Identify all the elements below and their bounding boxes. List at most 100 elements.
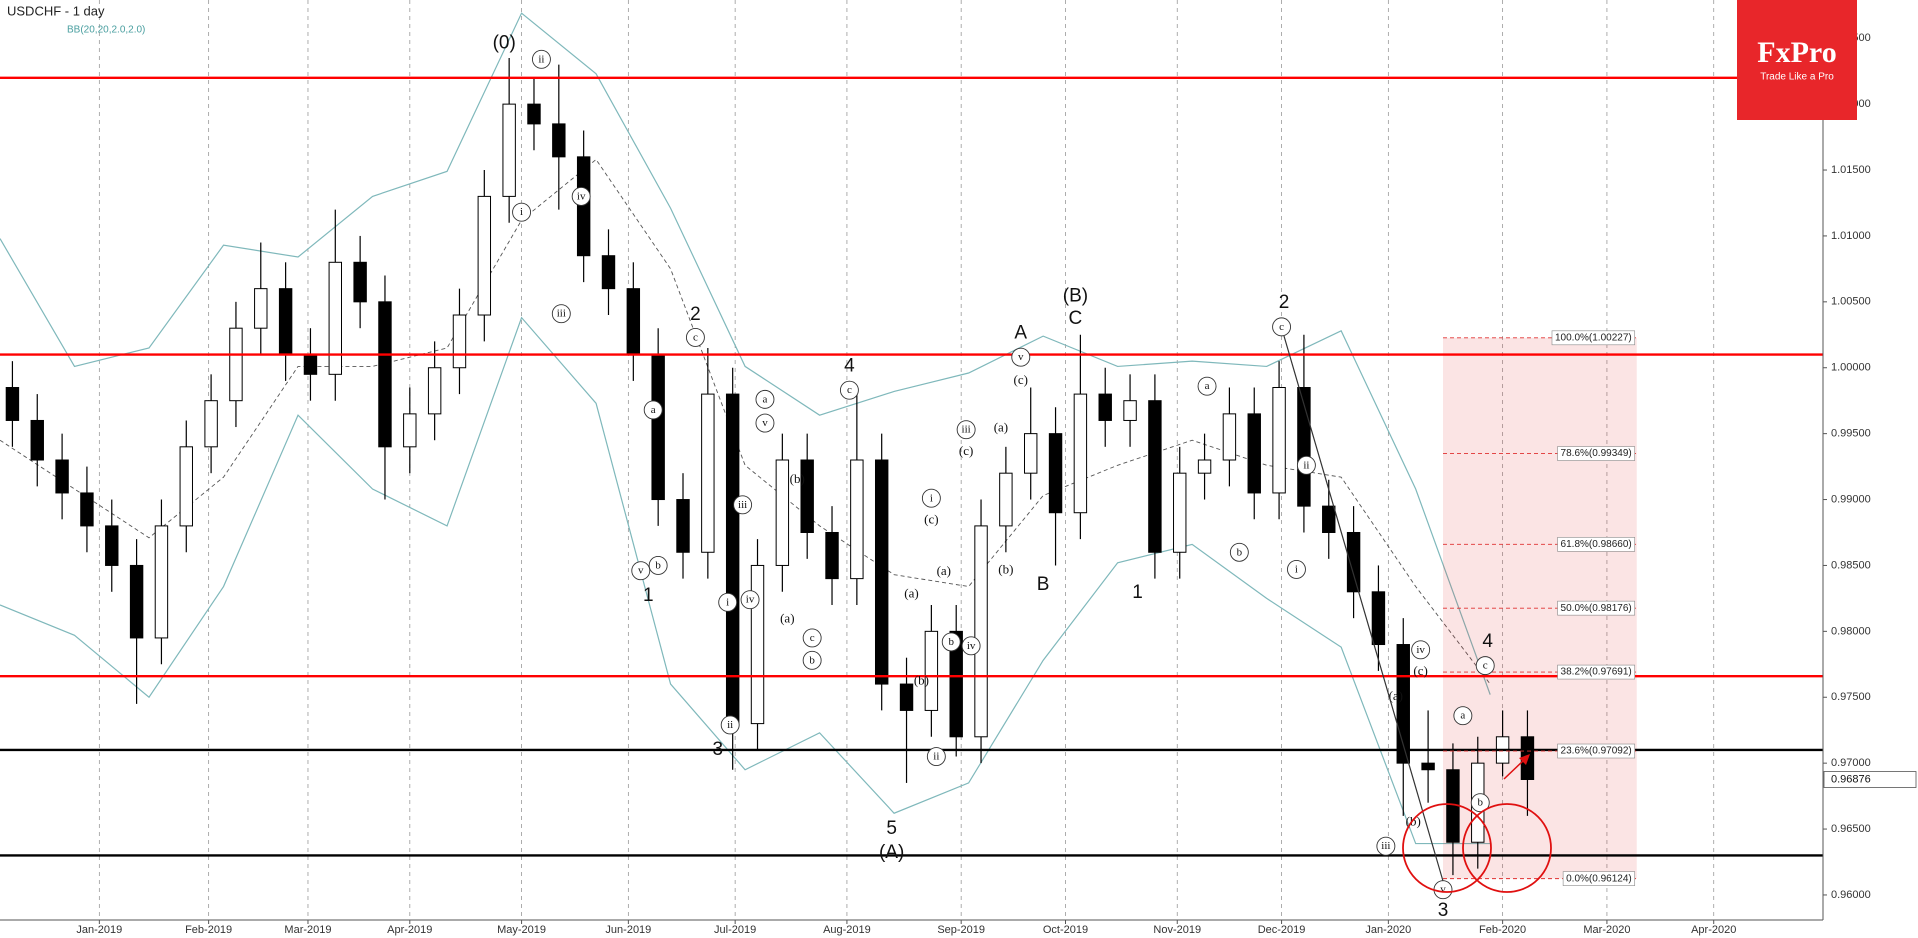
logo-tagline: Trade Like a Pro bbox=[1760, 72, 1834, 83]
fib-label-box bbox=[1557, 664, 1636, 680]
y-tick-label: 1.01500 bbox=[1831, 164, 1871, 176]
x-tick-label: Mar-2020 bbox=[1583, 924, 1630, 936]
wave-circle bbox=[643, 400, 663, 420]
candle-body bbox=[278, 288, 293, 356]
wave-label: iii bbox=[557, 308, 566, 320]
wave-label: i bbox=[726, 596, 729, 608]
wave-circle bbox=[802, 650, 822, 670]
wave-label: 2 bbox=[690, 304, 701, 325]
wave-label: C bbox=[1069, 308, 1083, 329]
wave-label: b bbox=[655, 559, 661, 571]
wave-label: 1 bbox=[1132, 582, 1143, 603]
wave-label: iii bbox=[962, 424, 971, 436]
wave-circle bbox=[921, 488, 941, 508]
wave-label: (a) bbox=[937, 563, 951, 578]
candle-body bbox=[626, 288, 641, 356]
candle-body bbox=[5, 387, 20, 421]
candle-body bbox=[502, 103, 516, 197]
candle-body bbox=[601, 255, 616, 290]
wave-circle bbox=[1453, 706, 1473, 726]
wave-circle bbox=[718, 592, 738, 612]
x-tick-label: Feb-2019 bbox=[185, 924, 232, 936]
band-lower bbox=[0, 316, 1491, 845]
wave-label: (a) bbox=[1389, 688, 1403, 703]
wave-circle bbox=[631, 561, 651, 581]
wave-label: c bbox=[1483, 660, 1488, 672]
x-tick-label: Apr-2019 bbox=[387, 924, 432, 936]
fib-label: 78.6%(0.99349) bbox=[1561, 448, 1632, 459]
candle-body bbox=[899, 683, 914, 711]
wave-label: iv bbox=[577, 190, 586, 202]
candle-body bbox=[1346, 531, 1361, 593]
x-tick-label: Sep-2019 bbox=[937, 924, 985, 936]
wave-label: (B) bbox=[1063, 286, 1088, 307]
fib-label: 23.6%(0.97092) bbox=[1561, 746, 1632, 757]
fib-label-box bbox=[1557, 446, 1636, 461]
wave-circle bbox=[648, 555, 668, 575]
wave-circle bbox=[802, 628, 822, 648]
wave-label: 3 bbox=[712, 739, 723, 760]
wave-circle bbox=[755, 413, 775, 433]
candle-body bbox=[1272, 387, 1286, 494]
x-tick-label: Nov-2019 bbox=[1153, 924, 1201, 936]
wave-label: 5 bbox=[886, 818, 897, 839]
fib-label-box bbox=[1551, 330, 1636, 346]
x-tick-label: Jan-2019 bbox=[76, 924, 122, 936]
candle-body bbox=[924, 630, 939, 711]
wave-label: 4 bbox=[844, 355, 855, 376]
wave-label: c bbox=[693, 331, 698, 343]
candle-body bbox=[1222, 413, 1237, 461]
candle-body bbox=[303, 354, 318, 375]
wave-label: a bbox=[763, 393, 768, 405]
candle-body bbox=[949, 630, 963, 738]
wave-circle bbox=[740, 590, 760, 610]
candle-body bbox=[676, 499, 690, 553]
wave-label: a bbox=[651, 404, 656, 416]
fib-label: 0.0%(0.96124) bbox=[1566, 873, 1632, 884]
wave-circle bbox=[512, 202, 532, 222]
wave-label: iv bbox=[746, 594, 755, 606]
wave-label: (a) bbox=[994, 419, 1008, 434]
candle-body bbox=[254, 288, 268, 329]
wave-label: (a) bbox=[904, 585, 918, 600]
wave-label: (c) bbox=[1413, 663, 1427, 678]
band-upper bbox=[0, 12, 1491, 695]
x-tick-label: Oct-2019 bbox=[1043, 924, 1088, 936]
wave-label: c bbox=[1279, 321, 1284, 333]
fib-label: 100.0%(1.00227) bbox=[1555, 332, 1632, 343]
wave-label: c bbox=[810, 632, 815, 644]
wave-label: v bbox=[1018, 351, 1024, 363]
candle-body bbox=[105, 525, 119, 566]
candle-body bbox=[80, 492, 94, 527]
wave-circle bbox=[685, 327, 705, 347]
wave-label: (c) bbox=[1014, 372, 1028, 387]
wave-label: 2 bbox=[1279, 292, 1290, 313]
wave-label: b bbox=[1237, 546, 1243, 558]
wave-circle bbox=[1475, 656, 1495, 676]
candle-body bbox=[1173, 472, 1187, 553]
candle-body bbox=[1322, 505, 1336, 533]
trend-line bbox=[1283, 335, 1444, 882]
fib-label: 50.0%(0.98176) bbox=[1561, 603, 1632, 614]
wave-label: iv bbox=[967, 640, 976, 652]
arrow-head bbox=[1519, 754, 1530, 765]
candle-body bbox=[999, 472, 1013, 527]
candle-body bbox=[378, 301, 392, 448]
wave-circle bbox=[551, 304, 571, 324]
candle-body bbox=[1123, 400, 1137, 421]
wave-label: 3 bbox=[1438, 900, 1449, 921]
wave-label: (b) bbox=[998, 562, 1013, 577]
wave-circle bbox=[941, 632, 961, 652]
candle-body bbox=[1098, 393, 1112, 421]
candle-body bbox=[874, 459, 889, 685]
candle-body bbox=[1247, 413, 1261, 494]
wave-label: (A) bbox=[879, 842, 904, 863]
fib-label: 38.2%(0.97691) bbox=[1561, 667, 1632, 678]
y-tick-label: 0.99000 bbox=[1831, 493, 1871, 505]
highlight-circle bbox=[1402, 803, 1492, 893]
price-tag: 0.96876 bbox=[1831, 773, 1871, 785]
chart-subtitle: BB(20,20,2.0,2.0) bbox=[67, 25, 145, 36]
candle-body bbox=[750, 564, 765, 725]
y-tick-label: 0.99500 bbox=[1831, 428, 1871, 440]
